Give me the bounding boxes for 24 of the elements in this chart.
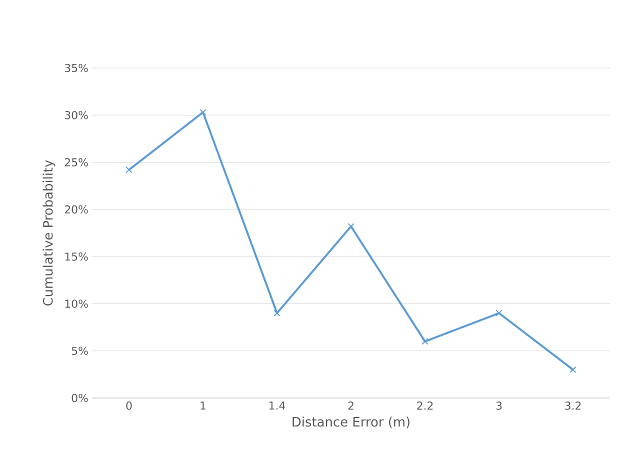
- point: [274, 310, 280, 316]
- point: [348, 223, 354, 230]
- x-tick-label: 3: [496, 402, 502, 410]
- y-tick-label: 20%: [64, 205, 88, 214]
- y-tick-label: 5%: [72, 346, 88, 355]
- y-tick-label: 15%: [65, 252, 88, 261]
- x-tick-label: 1: [200, 402, 206, 410]
- point: [570, 366, 576, 374]
- point: [496, 310, 502, 316]
- point: [200, 108, 206, 116]
- x-axis-title: Distance Error (m): [292, 416, 410, 428]
- y-axis-title: Cumulative Probability: [42, 160, 56, 306]
- point: [422, 338, 428, 345]
- x-tick-label: 2: [348, 402, 354, 410]
- y-tick-label: 0%: [72, 394, 88, 402]
- x-tick-label: 0: [126, 402, 132, 410]
- y-tick-label: 10%: [65, 300, 88, 308]
- y-tick-label: 25%: [64, 158, 88, 166]
- y-tick-label: 30%: [64, 111, 88, 120]
- y-tick-label: 35%: [64, 64, 88, 72]
- x-tick-label: 1.4: [269, 402, 286, 410]
- x-tick-label: 3.2: [565, 402, 581, 410]
- x-tick-label: 2.2: [417, 402, 433, 410]
- point: [126, 166, 132, 174]
